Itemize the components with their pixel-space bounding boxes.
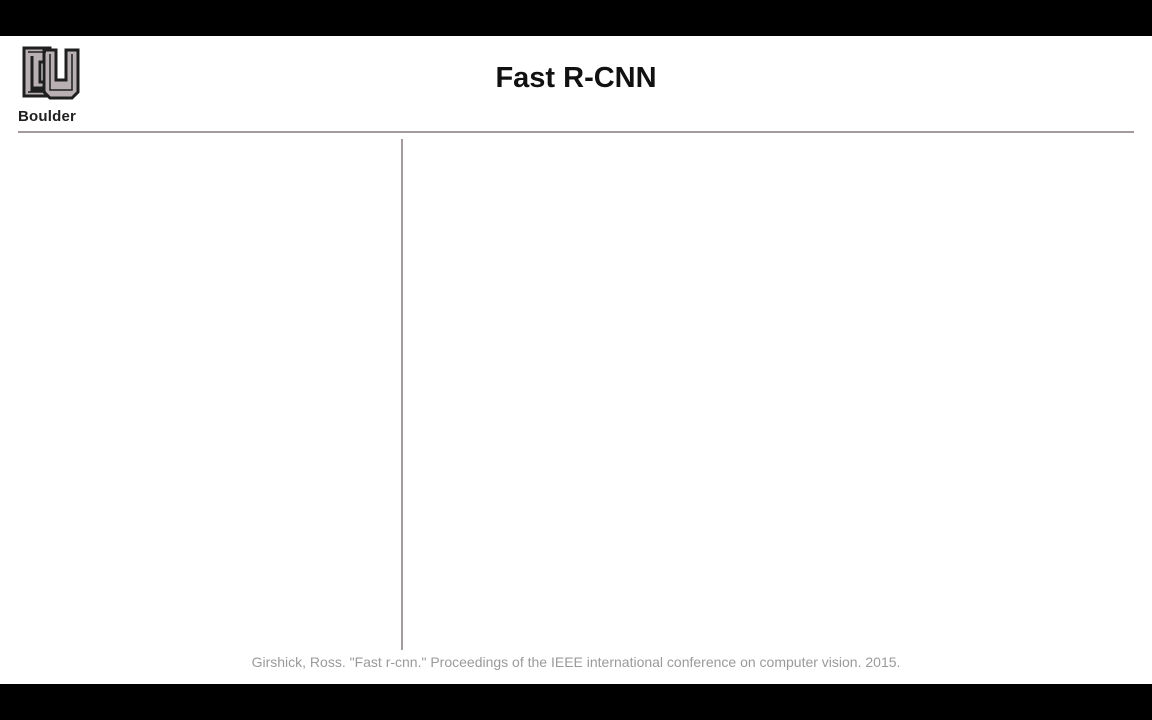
header-divider: [18, 131, 1134, 133]
letterbox-bottom: [0, 684, 1152, 720]
logo-wordmark: Boulder: [18, 108, 77, 125]
slide: Boulder Fast R-CNN Girshick, Ross. "Fast…: [0, 36, 1152, 684]
citation-text: Girshick, Ross. "Fast r-cnn." Proceeding…: [251, 654, 901, 670]
column-divider: [401, 139, 403, 650]
slide-title: Fast R-CNN: [495, 62, 657, 94]
cu-boulder-logo-icon: [22, 46, 80, 100]
letterbox-top: [0, 0, 1152, 36]
university-logo: Boulder: [18, 42, 84, 125]
